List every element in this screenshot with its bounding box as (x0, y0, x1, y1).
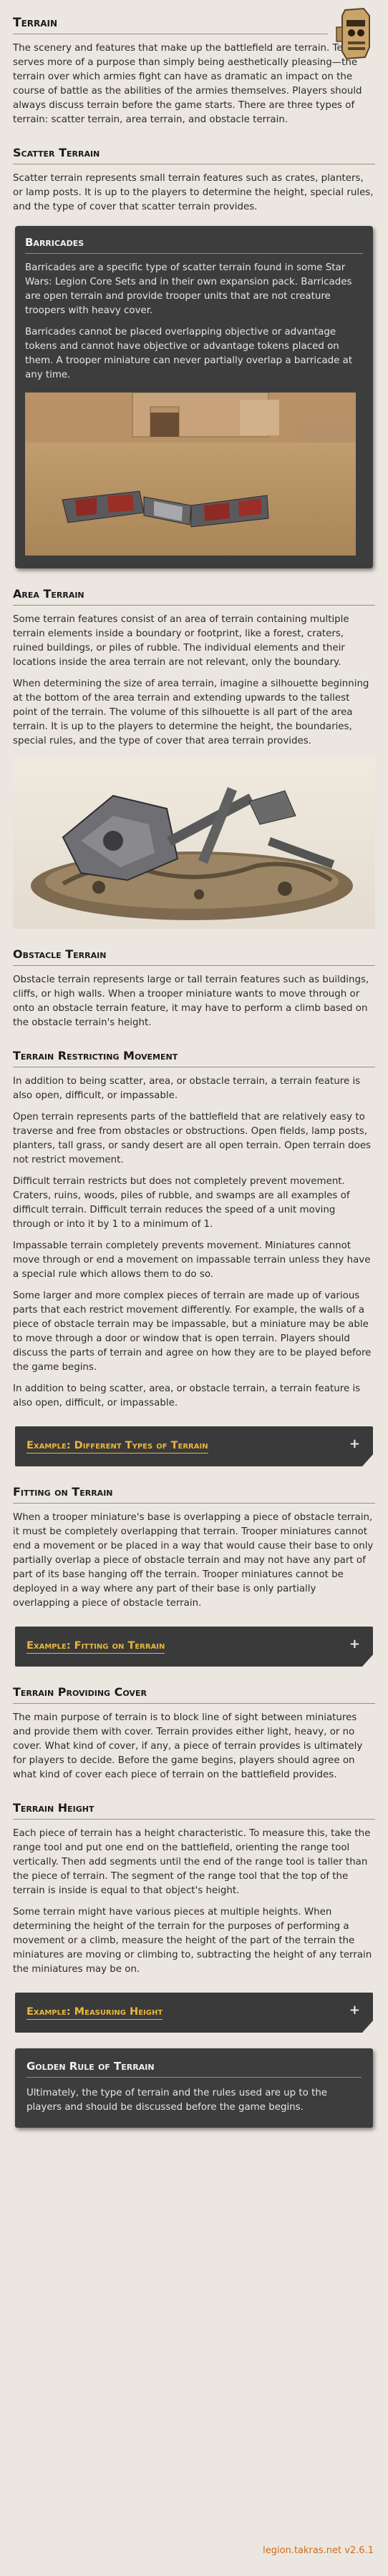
restricting-text-4: Impassable terrain completely prevents m… (13, 1240, 371, 1280)
golden-rule-text: Ultimately, the type of terrain and the … (26, 2088, 328, 2113)
plus-icon: + (349, 1637, 360, 1652)
restricting-text-5: Some larger and more complex pieces of t… (13, 1291, 372, 1373)
plus-icon: + (349, 2003, 360, 2018)
cover-text: The main purpose of terrain is to block … (13, 1712, 363, 1780)
example-fitting-title: Example: Fitting on Terrain (26, 1640, 165, 1654)
example-height-title: Example: Measuring Height (26, 2006, 163, 2020)
barricades-photo (25, 393, 356, 556)
scatter-text: Scatter terrain represents small terrain… (13, 173, 374, 212)
restricting-text-3: Difficult terrain restricts but does not… (13, 1176, 350, 1230)
scatter-heading: Scatter Terrain (13, 146, 375, 164)
golden-rule-title: Golden Rule of Terrain (26, 2060, 362, 2078)
intro-text: The scenery and features that make up th… (13, 43, 365, 125)
golden-rule-box: Golden Rule of Terrain Ultimately, the t… (15, 2048, 373, 2128)
height-text-1: Each piece of terrain has a height chara… (13, 1828, 371, 1896)
area-heading: Area Terrain (13, 587, 375, 606)
obstacle-heading: Obstacle Terrain (13, 947, 375, 966)
footer-version: legion.takras.net v2.6.1 (263, 2545, 374, 2556)
barricades-text-2: Barricades cannot be placed overlapping … (25, 327, 353, 380)
crashed-walker-photo (13, 759, 375, 929)
barricades-text-1: Barricades are a specific type of scatte… (25, 262, 352, 316)
example-terrain-types-toggle[interactable]: Example: Different Types of Terrain + (15, 1426, 373, 1466)
obstacle-text: Obstacle terrain represents large or tal… (13, 974, 369, 1028)
example-terrain-types-title: Example: Different Types of Terrain (26, 1440, 208, 1454)
restricting-heading: Terrain Restricting Movement (13, 1049, 375, 1067)
fitting-heading: Fitting on Terrain (13, 1485, 375, 1504)
droid-head-icon (336, 7, 370, 60)
example-height-toggle[interactable]: Example: Measuring Height + (15, 1993, 373, 2033)
area-text-1: Some terrain features consist of an area… (13, 614, 349, 668)
cover-heading: Terrain Providing Cover (13, 1685, 375, 1704)
page-title: Terrain (13, 16, 328, 34)
example-fitting-toggle[interactable]: Example: Fitting on Terrain + (15, 1627, 373, 1667)
barricades-box: Barricades Barricades are a specific typ… (15, 226, 373, 568)
restricting-text-2: Open terrain represents parts of the bat… (13, 1112, 372, 1165)
area-text-2: When determining the size of area terrai… (13, 678, 369, 746)
height-text-2: Some terrain might have various pieces a… (13, 1907, 372, 1975)
height-heading: Terrain Height (13, 1801, 375, 1820)
plus-icon: + (349, 1436, 360, 1451)
restricting-text-1: In addition to being scatter, area, or o… (13, 1076, 361, 1101)
barricades-title: Barricades (25, 236, 363, 254)
fitting-text: When a trooper miniature's base is overl… (13, 1512, 374, 1609)
restricting-text-6: In addition to being scatter, area, or o… (13, 1383, 361, 1408)
